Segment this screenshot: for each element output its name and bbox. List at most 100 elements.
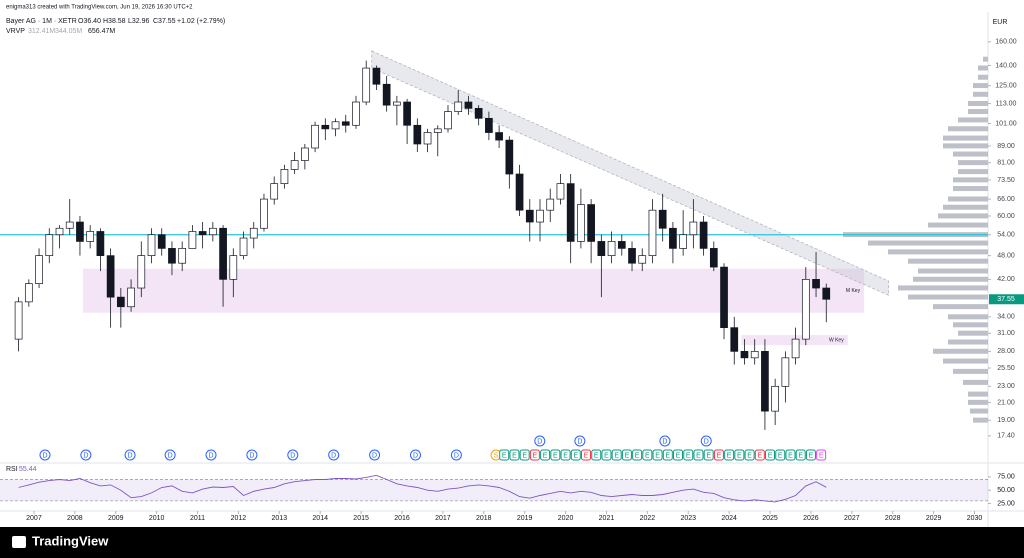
candle-body — [45, 234, 54, 256]
dividend-marker — [246, 449, 258, 461]
y-tick-label: 101.00 — [995, 120, 1017, 127]
ohlc-high: H38.58 — [103, 18, 126, 25]
volume-profile-bar — [953, 186, 988, 192]
x-tick-label: 2027 — [844, 515, 860, 522]
x-tick-label: 2011 — [190, 515, 205, 522]
candle-body — [321, 124, 330, 130]
dividend-label: D — [168, 452, 173, 459]
x-tick-label: 2028 — [885, 515, 901, 522]
volume-profile-bar — [970, 408, 988, 414]
earnings-label: E — [655, 452, 660, 459]
candle-body — [331, 121, 340, 130]
candle-body — [679, 234, 687, 249]
candle-body — [689, 221, 698, 236]
candle-body — [648, 209, 657, 256]
earnings-label: E — [676, 452, 681, 459]
y-tick-label: 25.50 — [997, 365, 1015, 372]
volume-profile-bar — [948, 339, 988, 345]
earnings-label: E — [553, 452, 558, 459]
vrvp-value: 312.41M — [28, 28, 55, 35]
candle-body — [147, 234, 156, 256]
dividend-marker — [328, 449, 340, 461]
candle-body — [157, 234, 166, 249]
candle-body — [382, 83, 391, 106]
dividend-label: D — [704, 438, 709, 445]
volume-profile-bar — [928, 222, 988, 228]
ohlc-open: O36.40 — [78, 18, 101, 25]
candle-body — [198, 231, 207, 236]
volume-profile-bar — [968, 399, 988, 405]
earnings-label: E — [727, 452, 732, 459]
x-tick-label: 2013 — [272, 515, 288, 522]
earnings-label: E — [798, 452, 803, 459]
volume-profile-bar — [948, 196, 988, 202]
volume-profile-bar — [983, 56, 988, 62]
volume-profile-bar — [953, 368, 988, 374]
rsi-tick-label: 50.00 — [997, 487, 1015, 494]
dividend-marker — [205, 449, 217, 461]
candle-body — [801, 279, 810, 340]
dividend-label: D — [413, 452, 418, 459]
earnings-marker — [724, 449, 735, 461]
earnings-marker — [611, 449, 622, 461]
earnings-marker — [754, 449, 765, 461]
dividend-marker — [659, 435, 671, 447]
candle-body — [96, 231, 105, 256]
candle-body — [239, 237, 248, 256]
x-tick-label: 2008 — [67, 515, 83, 522]
vrvp-label: VRVP — [6, 28, 25, 35]
earnings-label: E — [686, 452, 691, 459]
earnings-marker — [683, 449, 694, 461]
earnings-marker — [632, 449, 643, 461]
earnings-label: E — [737, 452, 742, 459]
vrvp-value: 344.05M — [55, 28, 82, 35]
candle-body — [423, 132, 432, 145]
candle-body — [495, 132, 503, 141]
candle-body — [188, 231, 197, 249]
earnings-marker — [581, 449, 592, 461]
volume-profile-bar — [943, 204, 988, 210]
earnings-label: E — [533, 452, 538, 459]
candle-body — [556, 183, 565, 200]
y-tick-label: 160.00 — [995, 39, 1017, 46]
volume-profile-bar — [938, 213, 988, 219]
volume-profile-bar — [948, 314, 988, 320]
earnings-marker — [601, 449, 612, 461]
volume-profile-bar — [918, 268, 988, 274]
candle-body — [658, 209, 667, 229]
candle-body — [474, 108, 483, 119]
candle-body — [55, 227, 64, 236]
y-tick-label: 113.00 — [996, 100, 1017, 107]
candle-body — [168, 248, 176, 264]
vrvp-value: 656.47M — [88, 28, 115, 35]
credit: enigma313 created with TradingView.com, … — [6, 5, 193, 11]
earnings-marker — [642, 449, 653, 461]
symbol: Bayer AG · 1M · XETR — [6, 18, 77, 25]
candle-body — [771, 385, 779, 412]
y-tick-label: 60.00 — [997, 213, 1015, 220]
y-tick-label: 48.00 — [997, 252, 1015, 259]
dividend-label: D — [290, 452, 295, 459]
candle-body — [219, 227, 227, 280]
zone — [83, 268, 865, 313]
dividend-label: D — [372, 452, 377, 459]
earnings-marker — [662, 449, 673, 461]
x-tick-label: 2019 — [517, 515, 533, 522]
candle-body — [65, 221, 74, 229]
candle-body — [362, 67, 371, 103]
earnings-marker — [499, 449, 510, 461]
earnings-label: E — [645, 452, 650, 459]
y-tick-label: 125.00 — [995, 82, 1017, 89]
earnings-label: E — [584, 452, 589, 459]
volume-profile-bar — [953, 322, 988, 328]
dividend-label: D — [577, 438, 582, 445]
earnings-marker — [693, 449, 704, 461]
volume-profile-bar — [963, 379, 988, 385]
candle-body — [413, 124, 422, 145]
dividend-marker — [534, 435, 546, 447]
earnings-label: E — [747, 452, 752, 459]
candle-body — [536, 209, 544, 223]
earnings-marker — [673, 449, 684, 461]
split-label: S — [494, 452, 499, 459]
candle-body — [577, 204, 585, 242]
